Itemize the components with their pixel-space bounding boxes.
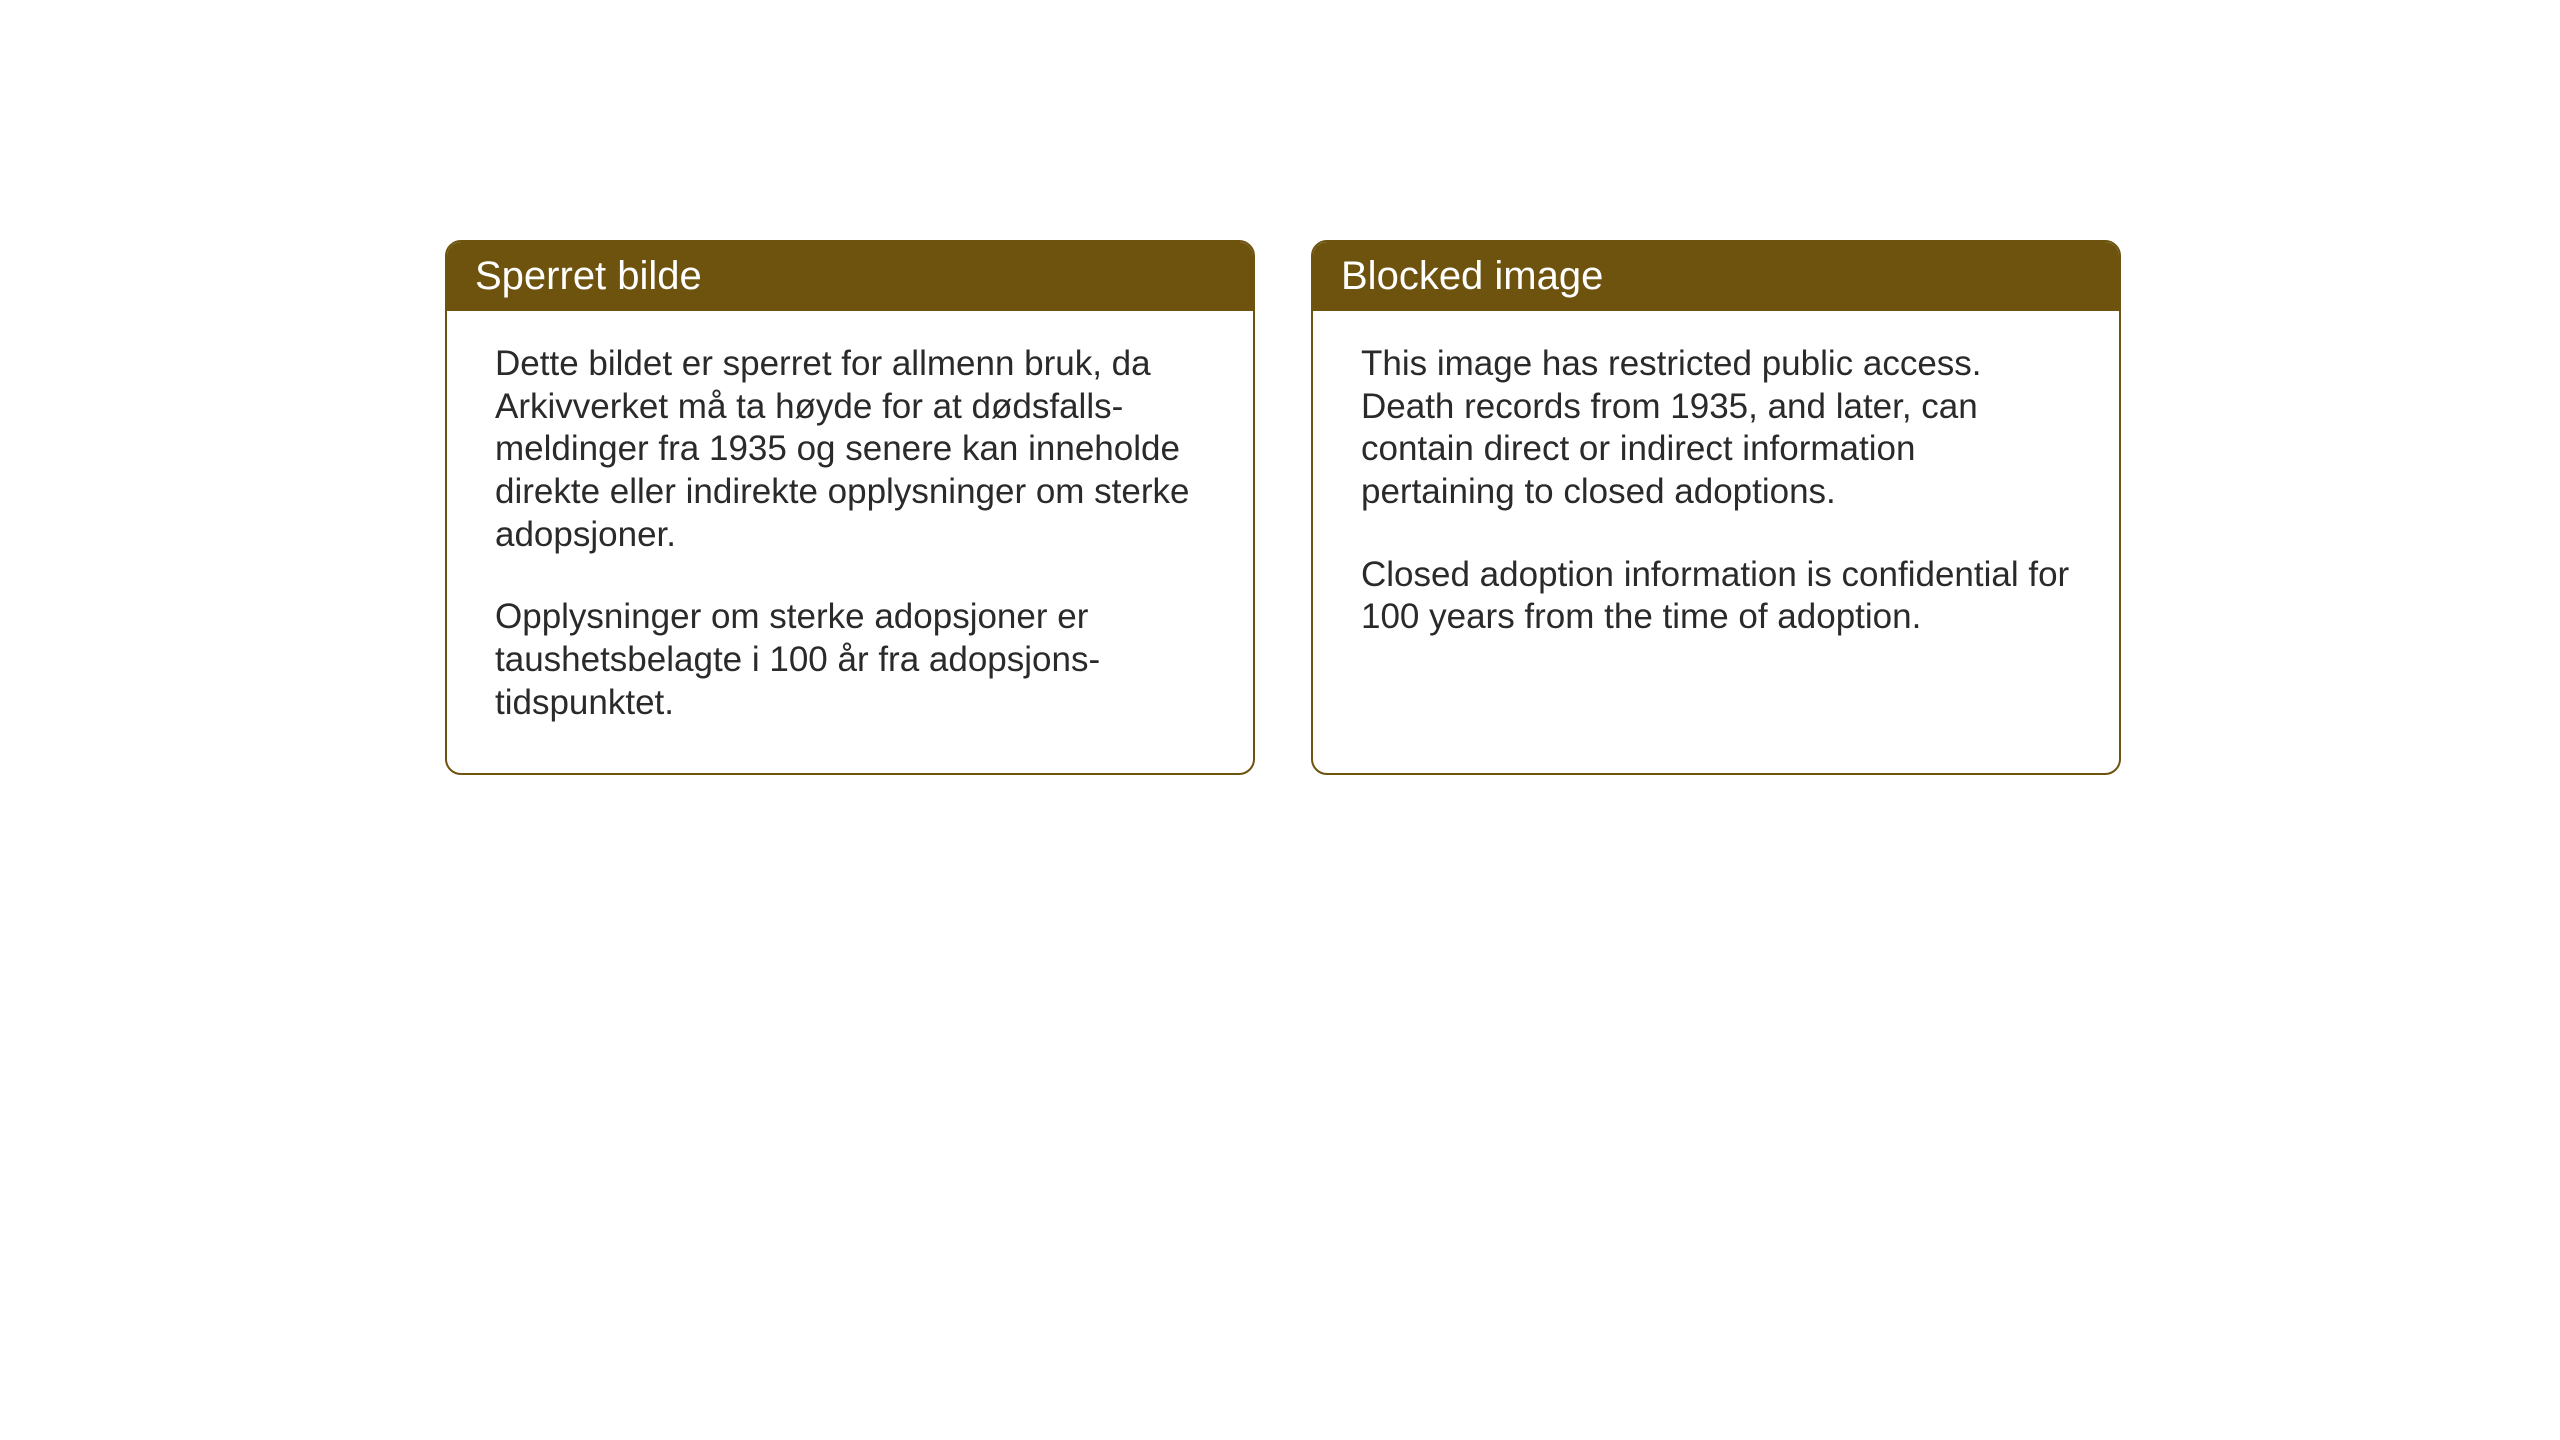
card-norwegian: Sperret bilde Dette bildet er sperret fo… <box>445 240 1255 775</box>
card-english-body: This image has restricted public access.… <box>1313 311 2119 687</box>
card-norwegian-paragraph1: Dette bildet er sperret for allmenn bruk… <box>495 343 1205 556</box>
cards-container: Sperret bilde Dette bildet er sperret fo… <box>445 240 2121 775</box>
card-english-header: Blocked image <box>1313 242 2119 311</box>
card-english: Blocked image This image has restricted … <box>1311 240 2121 775</box>
card-norwegian-title: Sperret bilde <box>475 254 702 298</box>
card-english-paragraph2: Closed adoption information is confident… <box>1361 554 2071 639</box>
card-english-title: Blocked image <box>1341 254 1603 298</box>
card-english-paragraph1: This image has restricted public access.… <box>1361 343 2071 514</box>
card-norwegian-header: Sperret bilde <box>447 242 1253 311</box>
card-norwegian-paragraph2: Opplysninger om sterke adopsjoner er tau… <box>495 596 1205 724</box>
card-norwegian-body: Dette bildet er sperret for allmenn bruk… <box>447 311 1253 773</box>
